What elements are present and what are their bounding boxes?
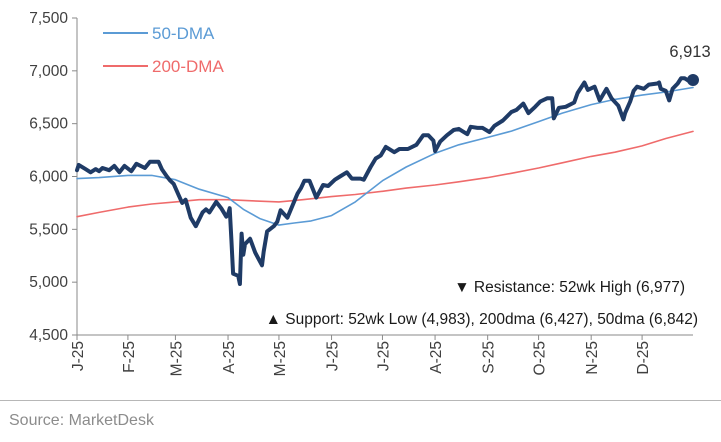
x-tick-label: S-25 bbox=[481, 341, 498, 374]
spx-moving-average-chart: 4,500 5,000 5,500 6,000 6,500 7,000 7,500 J-25… bbox=[29, 10, 711, 376]
x-tick-label: M-25 bbox=[168, 341, 185, 376]
last-value-label: 6,913 bbox=[669, 43, 710, 61]
legend-label: 200-DMA bbox=[152, 57, 224, 76]
y-tick-label: 4,500 bbox=[29, 327, 68, 344]
support-note: ▲ Support: 52wk Low (4,983), 200dma (6,4… bbox=[266, 311, 698, 328]
y-tick-label: 5,500 bbox=[29, 221, 68, 238]
legend-label: 50-DMA bbox=[152, 24, 215, 43]
x-tick-label: J-25 bbox=[325, 341, 342, 371]
y-tick-label: 7,000 bbox=[29, 63, 68, 80]
y-tick-label: 6,500 bbox=[29, 116, 68, 133]
y-axis: 4,500 5,000 5,500 6,000 6,500 7,000 7,500 bbox=[29, 10, 78, 344]
last-value-marker bbox=[687, 74, 699, 87]
x-tick-label: A-25 bbox=[428, 341, 445, 374]
x-tick-label: J-25 bbox=[375, 341, 392, 371]
y-tick-label: 7,500 bbox=[29, 10, 68, 27]
annotations: ▼ Resistance: 52wk High (6,977) ▲ Support… bbox=[266, 279, 698, 328]
x-tick-label: O-25 bbox=[532, 341, 549, 375]
chart-lines: 6,913 bbox=[75, 43, 711, 286]
series-50-dma-line bbox=[76, 86, 694, 226]
x-axis: J-25 F-25 M-25 A-25 M-25 J-25 J-25 A-25 S-25 O-25… bbox=[70, 334, 693, 376]
footer-divider bbox=[0, 400, 721, 401]
x-tick-label: J-25 bbox=[70, 341, 87, 371]
legend: 50-DMA 200-DMA bbox=[103, 24, 224, 76]
price-series-line bbox=[75, 76, 695, 286]
x-tick-label: D-25 bbox=[635, 341, 652, 375]
x-tick-label: M-25 bbox=[272, 341, 289, 376]
y-tick-label: 6,000 bbox=[29, 169, 68, 186]
x-tick-label: N-25 bbox=[584, 341, 601, 375]
x-tick-label: F-25 bbox=[121, 341, 138, 373]
source-note: Source: MarketDesk bbox=[9, 412, 154, 429]
series-200-dma-line bbox=[76, 130, 694, 218]
y-tick-label: 5,000 bbox=[29, 274, 68, 291]
resistance-note: ▼ Resistance: 52wk High (6,977) bbox=[454, 279, 685, 296]
x-tick-label: A-25 bbox=[221, 341, 238, 374]
